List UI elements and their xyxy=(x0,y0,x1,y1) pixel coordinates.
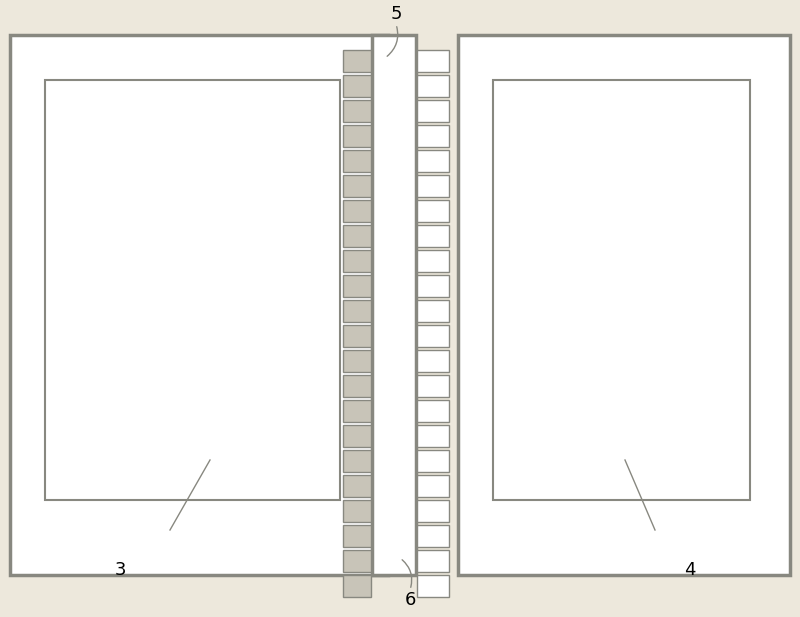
Bar xyxy=(417,250,449,272)
Bar xyxy=(417,300,449,322)
Bar xyxy=(343,425,371,447)
Bar xyxy=(343,275,371,297)
Bar xyxy=(417,325,449,347)
Bar xyxy=(343,475,371,497)
Bar xyxy=(343,575,371,597)
Bar xyxy=(417,525,449,547)
Bar xyxy=(417,125,449,147)
Bar xyxy=(343,125,371,147)
Bar xyxy=(417,575,449,597)
Text: 5: 5 xyxy=(390,5,402,23)
Bar xyxy=(417,350,449,372)
Bar xyxy=(417,450,449,472)
Bar xyxy=(45,80,340,500)
Bar xyxy=(343,150,371,172)
Bar xyxy=(417,75,449,97)
Bar xyxy=(343,325,371,347)
Bar xyxy=(372,35,416,575)
Bar xyxy=(343,450,371,472)
Bar xyxy=(343,375,371,397)
Bar xyxy=(417,550,449,572)
Bar xyxy=(417,100,449,122)
Bar xyxy=(343,350,371,372)
Bar xyxy=(417,175,449,197)
Bar xyxy=(343,200,371,222)
Bar xyxy=(417,475,449,497)
Bar xyxy=(417,375,449,397)
Bar xyxy=(417,500,449,522)
Bar xyxy=(343,250,371,272)
Bar xyxy=(417,400,449,422)
Text: 4: 4 xyxy=(684,561,696,579)
Bar xyxy=(343,50,371,72)
Bar xyxy=(417,150,449,172)
Bar xyxy=(343,225,371,247)
Bar xyxy=(417,50,449,72)
Bar xyxy=(343,100,371,122)
Bar xyxy=(343,300,371,322)
Bar xyxy=(343,175,371,197)
Bar xyxy=(343,400,371,422)
Bar xyxy=(10,35,388,575)
Bar xyxy=(343,500,371,522)
Bar xyxy=(458,35,790,575)
Text: 6: 6 xyxy=(404,591,416,609)
Bar xyxy=(343,525,371,547)
Bar xyxy=(417,275,449,297)
Text: 3: 3 xyxy=(114,561,126,579)
Bar xyxy=(417,200,449,222)
Bar xyxy=(343,550,371,572)
Bar xyxy=(343,75,371,97)
Bar xyxy=(417,425,449,447)
Bar xyxy=(493,80,750,500)
Bar xyxy=(417,225,449,247)
